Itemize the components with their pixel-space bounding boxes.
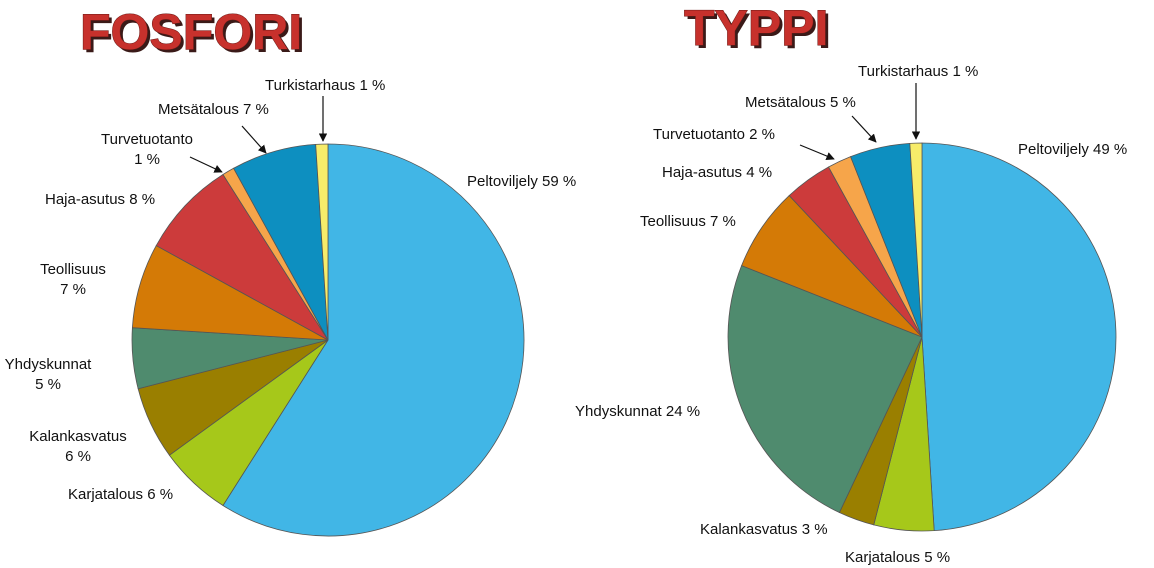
slice-label-name: Teollisuus	[40, 261, 106, 278]
label-arrow	[799, 144, 835, 161]
slice-label-name: Metsätalous	[745, 94, 826, 111]
slice-label-name: Karjatalous	[68, 486, 143, 503]
label-arrow	[241, 125, 267, 154]
pie-slice	[909, 142, 923, 338]
slice-label-name: Turvetuotanto	[653, 126, 745, 143]
slice-label-name: Haja-asutus	[45, 191, 125, 208]
slice-label: Metsätalous 7 %	[158, 101, 269, 118]
slice-label-value: 3 %	[802, 521, 828, 538]
slice-label-value: 2 %	[749, 126, 775, 143]
slice-label: Turkistarhaus 1 %	[858, 63, 978, 80]
chart-title: TYPPI	[684, 0, 828, 56]
slice-label: Kalankasvatus 3 %	[700, 521, 828, 538]
slice-label-name: Turkistarhaus	[265, 77, 355, 94]
slice-label-name: Haja-asutus	[662, 164, 742, 181]
slice-label-value: 1 %	[359, 77, 385, 94]
slice-label-name: Yhdyskunnat	[575, 403, 663, 420]
slice-label-value: 1 %	[952, 63, 978, 80]
slice-label-value: 6 %	[147, 486, 173, 503]
slice-label-value: 7 %	[710, 213, 736, 230]
chart-title: FOSFORI	[80, 4, 302, 60]
slice-label-value: 5 %	[35, 376, 61, 393]
pie-slice	[727, 265, 923, 514]
slice-label: Turvetuotanto 2 %	[653, 126, 775, 143]
slice-label-name: Metsätalous	[158, 101, 239, 118]
slice-label-value: 49 %	[1093, 141, 1127, 158]
slice-label-value: 5 %	[924, 549, 950, 566]
slice-label-value: 5 %	[830, 94, 856, 111]
slice-label-value: 6 %	[65, 448, 91, 465]
slice-label: Metsätalous 5 %	[745, 94, 856, 111]
slice-label-name: Peltoviljely	[467, 173, 538, 190]
slice-label-value: 1 %	[134, 151, 160, 168]
slice-label: Peltoviljely 49 %	[1018, 141, 1127, 158]
slice-label: Teollisuus 7 %	[640, 213, 736, 230]
label-arrow	[189, 156, 223, 173]
slice-label-value: 4 %	[746, 164, 772, 181]
slice-label-name: Yhdyskunnat	[5, 356, 93, 373]
slice-label-value: 7 %	[60, 281, 86, 298]
chart-title-shadow: FOSFORI	[83, 7, 305, 63]
slice-label-name: Turvetuotanto	[101, 131, 193, 148]
pie-slice	[921, 142, 1117, 532]
chart-title-shadow: TYPPI	[687, 3, 831, 59]
slice-label: Haja-asutus 8 %	[45, 191, 155, 208]
slice-label: Turkistarhaus 1 %	[265, 77, 385, 94]
slice-label: Peltoviljely 59 %	[467, 173, 576, 190]
slice-label: Yhdyskunnat 24 %	[575, 403, 700, 420]
pie-slice	[315, 143, 329, 341]
pie-slice	[155, 173, 329, 341]
slice-label-value: 59 %	[542, 173, 576, 190]
slice-label: Karjatalous 5 %	[845, 549, 950, 566]
pie-slice	[222, 143, 525, 537]
slice-label-name: Teollisuus	[640, 213, 706, 230]
slice-label-value: 8 %	[129, 191, 155, 208]
slice-label-value: 7 %	[243, 101, 269, 118]
slice-label-name: Peltoviljely	[1018, 141, 1089, 158]
slice-label-value: 24 %	[666, 403, 700, 420]
label-arrow	[851, 115, 877, 143]
slice-label-name: Karjatalous	[845, 549, 920, 566]
slice-label-name: Turkistarhaus	[858, 63, 948, 80]
slice-label: Karjatalous 6 %	[68, 486, 173, 503]
slice-label-name: Kalankasvatus	[29, 428, 127, 445]
slice-label: Haja-asutus 4 %	[662, 164, 772, 181]
slice-label-name: Kalankasvatus	[700, 521, 798, 538]
